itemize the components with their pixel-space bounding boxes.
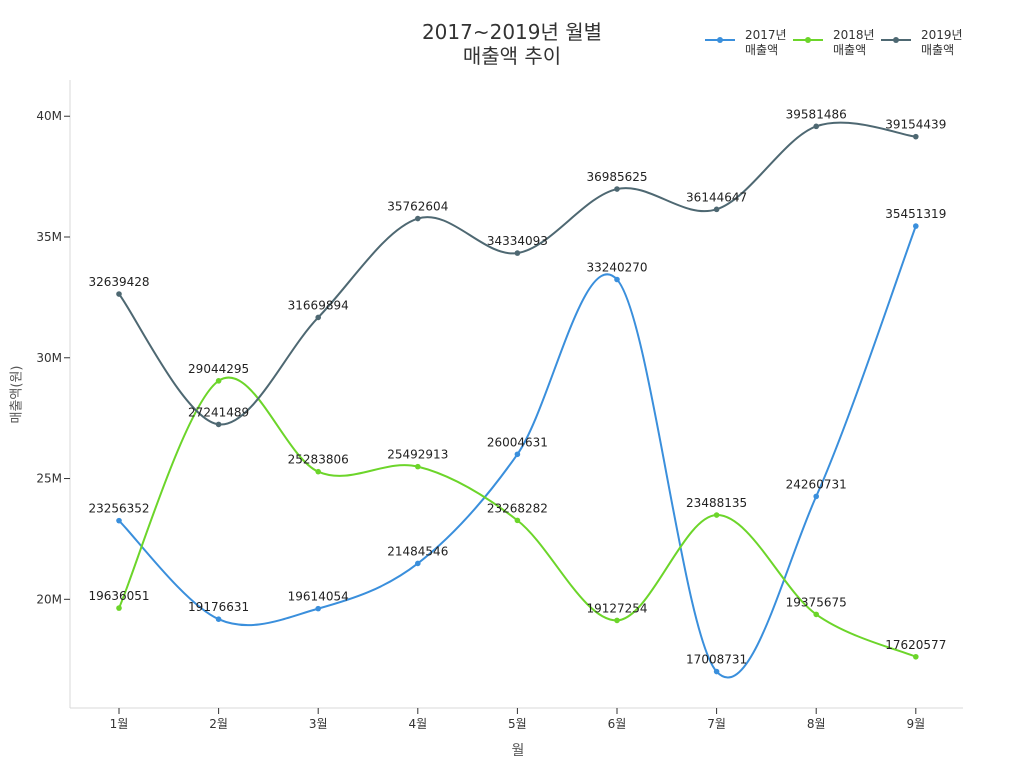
data-label: 23256352 <box>88 502 149 516</box>
data-label: 25283806 <box>288 453 349 467</box>
x-tick-label: 8월 <box>807 717 826 731</box>
data-label: 35451319 <box>885 207 946 221</box>
x-tick-label: 1월 <box>110 717 129 731</box>
data-point[interactable] <box>215 616 222 622</box>
data-label: 23488135 <box>686 496 747 510</box>
data-point[interactable] <box>913 223 919 229</box>
data-label: 23268282 <box>487 501 548 515</box>
x-tick-label: 9월 <box>906 717 925 731</box>
series-line-2 <box>118 121 916 426</box>
data-point[interactable] <box>315 314 322 321</box>
legend: 2017년 매출액 2018년 매출액 2019년 매출액 <box>700 28 990 64</box>
data-point[interactable] <box>415 215 421 222</box>
data-label: 27241489 <box>188 405 249 419</box>
data-point[interactable] <box>913 133 919 140</box>
legend-label-2017-line-2: 매출액 <box>745 43 779 57</box>
y-axis-label: 매출액(원) <box>9 365 25 424</box>
x-tick-label: 4월 <box>408 717 427 731</box>
data-point[interactable] <box>614 186 620 192</box>
data-label: 39581486 <box>786 107 847 121</box>
data-point[interactable] <box>813 123 819 130</box>
data-point[interactable] <box>315 468 322 475</box>
data-point[interactable] <box>813 611 819 618</box>
y-tick-label: 30M <box>36 351 62 365</box>
chart-title-line-1: 2017~2019년 월별 <box>421 20 603 44</box>
data-label: 39154439 <box>885 118 946 132</box>
data-point[interactable] <box>415 560 421 567</box>
x-tick-label: 6월 <box>608 717 627 731</box>
legend-label-2018-line-2: 매출액 <box>833 43 867 57</box>
data-point[interactable] <box>315 605 322 612</box>
data-point[interactable] <box>215 421 222 428</box>
data-label: 32639428 <box>88 275 149 289</box>
legend-swatch-2017 <box>705 35 735 45</box>
y-tick-label: 20M <box>36 592 62 606</box>
x-ticks: 1월 2월 3월 4월 5월 6월 7월 8월 9월 <box>110 708 925 731</box>
data-label: 36144647 <box>686 190 747 204</box>
data-point[interactable] <box>913 653 919 660</box>
data-point[interactable] <box>415 463 421 470</box>
chart-title-line-2: 매출액 추이 <box>462 44 562 68</box>
legend-label-2019: 2019년 매출액 <box>921 28 981 58</box>
y-ticks: 20M 25M 30M 35M 40M <box>36 109 70 606</box>
data-label: 17620577 <box>885 638 946 652</box>
data-label: 19375675 <box>786 595 847 609</box>
series-lines <box>118 121 917 679</box>
data-point[interactable] <box>116 291 122 297</box>
data-label: 24260731 <box>786 477 847 491</box>
data-label: 26004631 <box>487 435 548 449</box>
legend-label-2017-line-1: 2017년 <box>745 28 787 42</box>
data-label: 21484546 <box>387 544 448 558</box>
x-axis-label: 월 <box>511 743 525 759</box>
data-point[interactable] <box>116 605 122 611</box>
data-point[interactable] <box>215 378 222 384</box>
data-label: 19614054 <box>288 590 349 604</box>
data-label: 34334093 <box>487 234 548 248</box>
data-point[interactable] <box>813 493 819 500</box>
legend-label-2019-line-1: 2019년 <box>921 28 963 42</box>
data-point[interactable] <box>514 451 521 458</box>
data-point[interactable] <box>116 517 122 524</box>
data-label: 31669894 <box>288 298 349 312</box>
data-point[interactable] <box>514 250 521 256</box>
data-point[interactable] <box>713 668 720 675</box>
legend-label-2017: 2017년 매출액 <box>745 28 805 58</box>
data-point[interactable] <box>614 617 620 624</box>
data-point[interactable] <box>713 206 720 213</box>
data-label: 25492913 <box>387 448 448 462</box>
legend-label-2018: 2018년 매출액 <box>833 28 893 58</box>
legend-swatch-2019 <box>881 35 911 45</box>
data-label: 36985625 <box>586 170 647 184</box>
y-tick-label: 25M <box>36 472 62 486</box>
chart-title: 2017~2019년 월별 매출액 추이 <box>362 20 662 68</box>
y-tick-label: 35M <box>36 230 62 244</box>
x-tick-label: 7월 <box>707 717 726 731</box>
data-label: 19127254 <box>586 601 647 615</box>
x-tick-label: 3월 <box>309 717 328 731</box>
legend-label-2018-line-1: 2018년 <box>833 28 875 42</box>
data-point[interactable] <box>713 512 720 518</box>
data-label: 19176631 <box>188 600 249 614</box>
data-labels: 23256352 19176631 19614054 21484546 26004631… <box>88 107 946 666</box>
x-tick-label: 5월 <box>508 717 527 731</box>
data-label: 35762604 <box>387 200 448 214</box>
data-point[interactable] <box>614 276 620 283</box>
y-tick-label: 40M <box>36 109 62 123</box>
data-label: 33240270 <box>586 261 647 275</box>
legend-label-2019-line-2: 매출액 <box>921 43 955 57</box>
data-label: 29044295 <box>188 362 249 376</box>
data-label: 17008731 <box>686 653 747 667</box>
data-point[interactable] <box>514 517 521 524</box>
data-label: 19636051 <box>88 589 149 603</box>
legend-swatch-2018 <box>793 35 823 45</box>
series-line-0 <box>118 225 917 679</box>
series-points <box>116 123 919 675</box>
x-tick-label: 2월 <box>209 717 228 731</box>
